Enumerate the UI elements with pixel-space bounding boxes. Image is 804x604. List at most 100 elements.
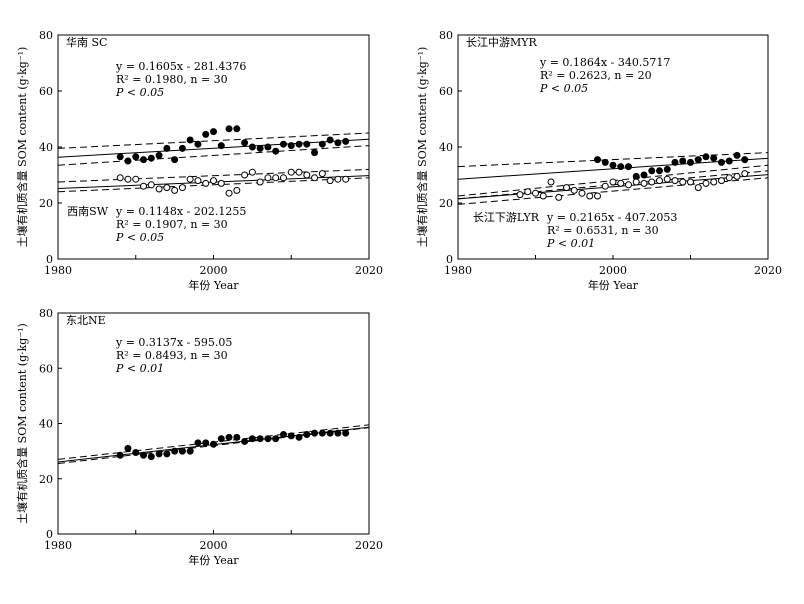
data-point <box>679 157 687 165</box>
y-tick-label: 40 <box>439 141 453 154</box>
data-point <box>233 186 241 194</box>
regression-line <box>57 138 370 158</box>
fit-equation-line: P < 0.05 <box>115 231 164 244</box>
data-point <box>687 158 694 166</box>
y-tick-label: 60 <box>39 362 53 375</box>
x-axis-label: 年份 Year <box>188 278 239 292</box>
confidence-line <box>57 132 370 149</box>
data-point <box>295 433 303 441</box>
data-point <box>116 451 124 459</box>
data-point <box>171 186 179 194</box>
data-point <box>555 193 563 201</box>
data-point <box>303 171 311 179</box>
data-point <box>702 179 710 187</box>
region-label: 东北NE <box>66 314 106 327</box>
data-point <box>702 153 710 161</box>
panel-myr: 0 20 40 60 80 1980 2000 2020 年份 Year 土壤有机质含量 SOM … <box>415 29 782 292</box>
data-point <box>733 172 741 180</box>
data-point <box>326 177 334 185</box>
data-point <box>272 435 280 443</box>
data-point <box>710 178 718 186</box>
data-point <box>140 182 148 190</box>
y-axis-label: 土壤有机质含量 SOM content (g·kg⁻¹) <box>15 323 29 524</box>
panel-ne: 0 20 40 60 80 1980 2000 2020 年份 Year 土壤有机质含量 SOM … <box>15 307 383 567</box>
fit-equation-line: R² = 0.6531, n = 30 <box>547 224 659 237</box>
data-point <box>656 177 663 185</box>
confidence-line <box>57 145 370 166</box>
data-point <box>718 177 725 185</box>
fit-equation-line: P < 0.01 <box>546 237 595 250</box>
y-tick-label: 0 <box>446 253 453 266</box>
data-point <box>202 439 210 447</box>
data-point <box>679 178 687 186</box>
data-point <box>601 182 609 190</box>
data-point <box>178 184 186 192</box>
y-tick-label: 40 <box>39 141 53 154</box>
data-point <box>225 125 233 133</box>
fit-equation-line: y = 0.1605x - 281.4376 <box>115 60 246 73</box>
data-point <box>295 140 303 148</box>
fit-equation-line: P < 0.05 <box>539 82 588 95</box>
data-point <box>342 175 350 183</box>
data-point <box>241 139 249 147</box>
data-point <box>178 144 186 152</box>
data-point <box>132 449 140 457</box>
data-point <box>318 170 326 178</box>
data-point <box>171 156 179 164</box>
data-point <box>186 136 194 144</box>
fit-equation-line: P < 0.05 <box>115 86 164 99</box>
data-point <box>202 179 210 187</box>
data-point <box>326 136 334 144</box>
data-point <box>648 178 656 186</box>
data-point <box>279 431 287 439</box>
data-point <box>155 151 163 159</box>
data-point <box>194 177 202 185</box>
x-tick-label: 1980 <box>444 264 472 277</box>
data-point <box>186 447 194 455</box>
data-point <box>256 144 264 152</box>
data-point <box>140 156 148 164</box>
data-point <box>241 171 249 179</box>
data-point <box>210 177 217 185</box>
data-point <box>272 174 280 182</box>
panel-sc: 0 20 40 60 80 1980 2000 2020 年份 Year 土壤有机质含量 SOM … <box>15 29 383 292</box>
x-tick-label: 2000 <box>599 264 627 277</box>
data-point <box>124 157 132 165</box>
x-tick-label: 2000 <box>200 539 228 552</box>
data-point <box>116 174 124 182</box>
data-point <box>318 429 326 437</box>
x-axis-label: 年份 Year <box>188 553 239 567</box>
data-point <box>171 447 179 455</box>
data-point <box>718 158 725 166</box>
y-axis-label: 土壤有机质含量 SOM content (g·kg⁻¹) <box>15 47 29 248</box>
data-point <box>163 184 171 192</box>
data-point <box>225 189 233 197</box>
x-tick-label: 1980 <box>44 539 72 552</box>
regression-line <box>457 174 769 200</box>
data-point <box>241 437 249 445</box>
data-point <box>264 143 272 151</box>
data-point <box>640 171 648 179</box>
data-point <box>233 433 241 441</box>
y-tick-label: 60 <box>439 85 453 98</box>
x-tick-label: 1980 <box>44 264 72 277</box>
fit-equation-line: y = 0.1148x - 202.1255 <box>115 205 246 218</box>
data-point <box>663 175 671 183</box>
data-point <box>178 447 186 455</box>
y-tick-label: 20 <box>439 197 453 210</box>
y-tick-label: 0 <box>46 528 53 541</box>
data-point <box>539 192 547 200</box>
x-tick-label: 2000 <box>200 264 228 277</box>
data-point <box>563 184 570 192</box>
data-point <box>264 174 272 182</box>
data-point <box>342 429 350 437</box>
data-point <box>233 125 241 133</box>
data-point <box>163 144 171 152</box>
data-point <box>663 165 671 173</box>
y-tick-label: 80 <box>39 29 53 42</box>
data-point <box>194 439 202 447</box>
data-point <box>194 140 202 148</box>
data-point <box>733 151 741 159</box>
x-tick-label: 2020 <box>355 264 383 277</box>
